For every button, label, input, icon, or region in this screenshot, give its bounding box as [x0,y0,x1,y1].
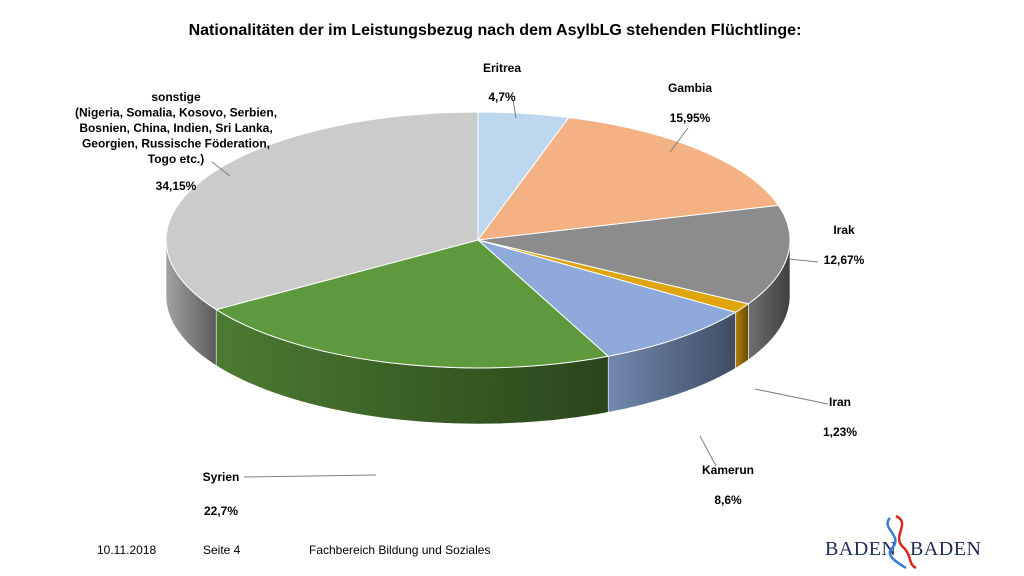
leader-line-sonstige [211,161,231,177]
chart-title: Nationalitäten der im Leistungsbezug nac… [188,22,802,39]
leader-line-syrien [243,474,377,478]
footer-department: Fachbereich Bildung und Soziales [309,543,491,557]
category-label-irak: Irak [833,223,855,237]
pie-slice-syrien [214,239,610,369]
pie-slice-irak [477,204,791,305]
data-labels: Eritrea 4,7% Gambia 15,95% Irak 12,67% Iran 1,2… [75,61,865,518]
baden-baden-logo: BADEN BADEN [820,514,982,570]
pie-slice-gambia [476,116,780,241]
leader-line-gambia [669,127,689,153]
footer-page: Seite 4 [203,543,241,557]
logo-text-right: BADEN [910,538,982,560]
value-label-kamerun: 8,6% [714,493,742,507]
pie-tops [165,111,791,369]
footer-date: 10.11.2018 [97,543,157,557]
category-label-kamerun: Kamerun [702,463,754,477]
pie-slice-kamerun [477,239,737,357]
value-label-iran: 1,23% [823,425,857,439]
category-label-sonstige: sonstige (Nigeria, Somalia, Kosovo, Serbi… [75,90,277,166]
value-label-sonstige: 34,15% [156,179,197,193]
value-label-syrien: 22,7% [204,504,238,518]
value-label-gambia: 15,95% [670,111,711,125]
pie-sides [165,240,791,425]
leader-line-irak [788,258,819,263]
category-label-eritrea: Eritrea [483,61,521,75]
value-label-eritrea: 4,7% [488,90,516,104]
pie-slice-sonstige [165,111,479,311]
category-label-syrien: Syrien [203,470,240,484]
leader-line-kamerun [699,435,717,467]
category-label-iran: Iran [829,395,851,409]
leader-line-eritrea [512,99,517,119]
leader-lines [211,99,829,478]
leader-line-iran [754,388,829,405]
pie-side-iran [735,303,749,369]
category-label-gambia: Gambia [668,81,712,95]
value-label-irak: 12,67% [824,253,865,267]
logo-wave-icon [886,514,917,570]
logo-text-left: BADEN [825,538,897,560]
